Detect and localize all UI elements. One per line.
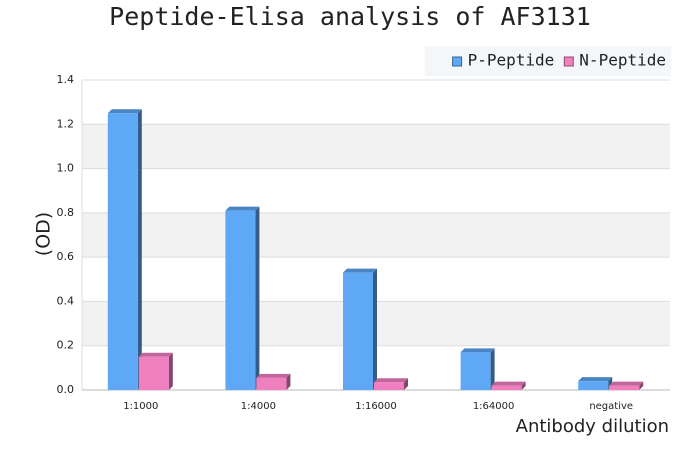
legend-label: P-Peptide [468, 51, 555, 70]
bar [225, 210, 256, 390]
bar [609, 385, 640, 390]
bar [374, 382, 404, 390]
bar-side [404, 378, 408, 390]
bar-side [255, 206, 260, 390]
bar [343, 272, 373, 390]
x-tick-label: 1:1000 [123, 401, 158, 412]
y-tick-label: 0.2 [57, 339, 75, 352]
y-axis-label: (OD) [33, 212, 55, 256]
bar-top [138, 352, 173, 357]
bar-top [491, 381, 526, 386]
x-tick-label: 1:16000 [355, 401, 397, 412]
bar-top [460, 348, 495, 353]
bar-top [578, 377, 613, 382]
bar-top [225, 206, 260, 211]
bar [107, 113, 138, 390]
bar-side [521, 381, 526, 390]
bar-side [286, 373, 291, 390]
y-tick-label: 0.0 [57, 383, 75, 396]
bar-top [374, 378, 408, 383]
y-tick-label: 0.6 [57, 250, 75, 263]
legend-label: N-Peptide [579, 51, 666, 70]
chart-title: Peptide-Elisa analysis of AF3131 [109, 2, 591, 31]
bar-side [490, 348, 495, 390]
bar [578, 381, 609, 390]
y-tick-label: 1.4 [57, 73, 75, 86]
y-tick-label: 1.0 [57, 162, 75, 175]
bar-side [137, 109, 142, 390]
x-tick-label: 1:64000 [473, 401, 515, 412]
bar [138, 356, 169, 390]
bar-top [609, 381, 644, 386]
plot-band [82, 124, 670, 169]
bar-top [256, 373, 291, 378]
y-tick-label: 1.2 [57, 117, 75, 130]
legend-swatch [452, 56, 463, 67]
x-axis-label: Antibody dilution [516, 416, 669, 437]
x-tick-label: 1:4000 [241, 401, 276, 412]
bar-top [343, 268, 377, 273]
legend-swatch [563, 56, 574, 67]
bar [491, 385, 522, 390]
plot-band [82, 212, 670, 258]
bar [256, 377, 287, 390]
y-tick-label: 0.4 [57, 294, 75, 307]
legend-box [425, 46, 671, 76]
bar [460, 352, 491, 390]
bar-side [373, 268, 377, 390]
y-tick-label: 0.8 [57, 206, 75, 219]
bar-top [107, 109, 142, 114]
bar-side [639, 381, 644, 390]
x-tick-label: negative [589, 401, 633, 412]
bar-side [168, 352, 173, 390]
